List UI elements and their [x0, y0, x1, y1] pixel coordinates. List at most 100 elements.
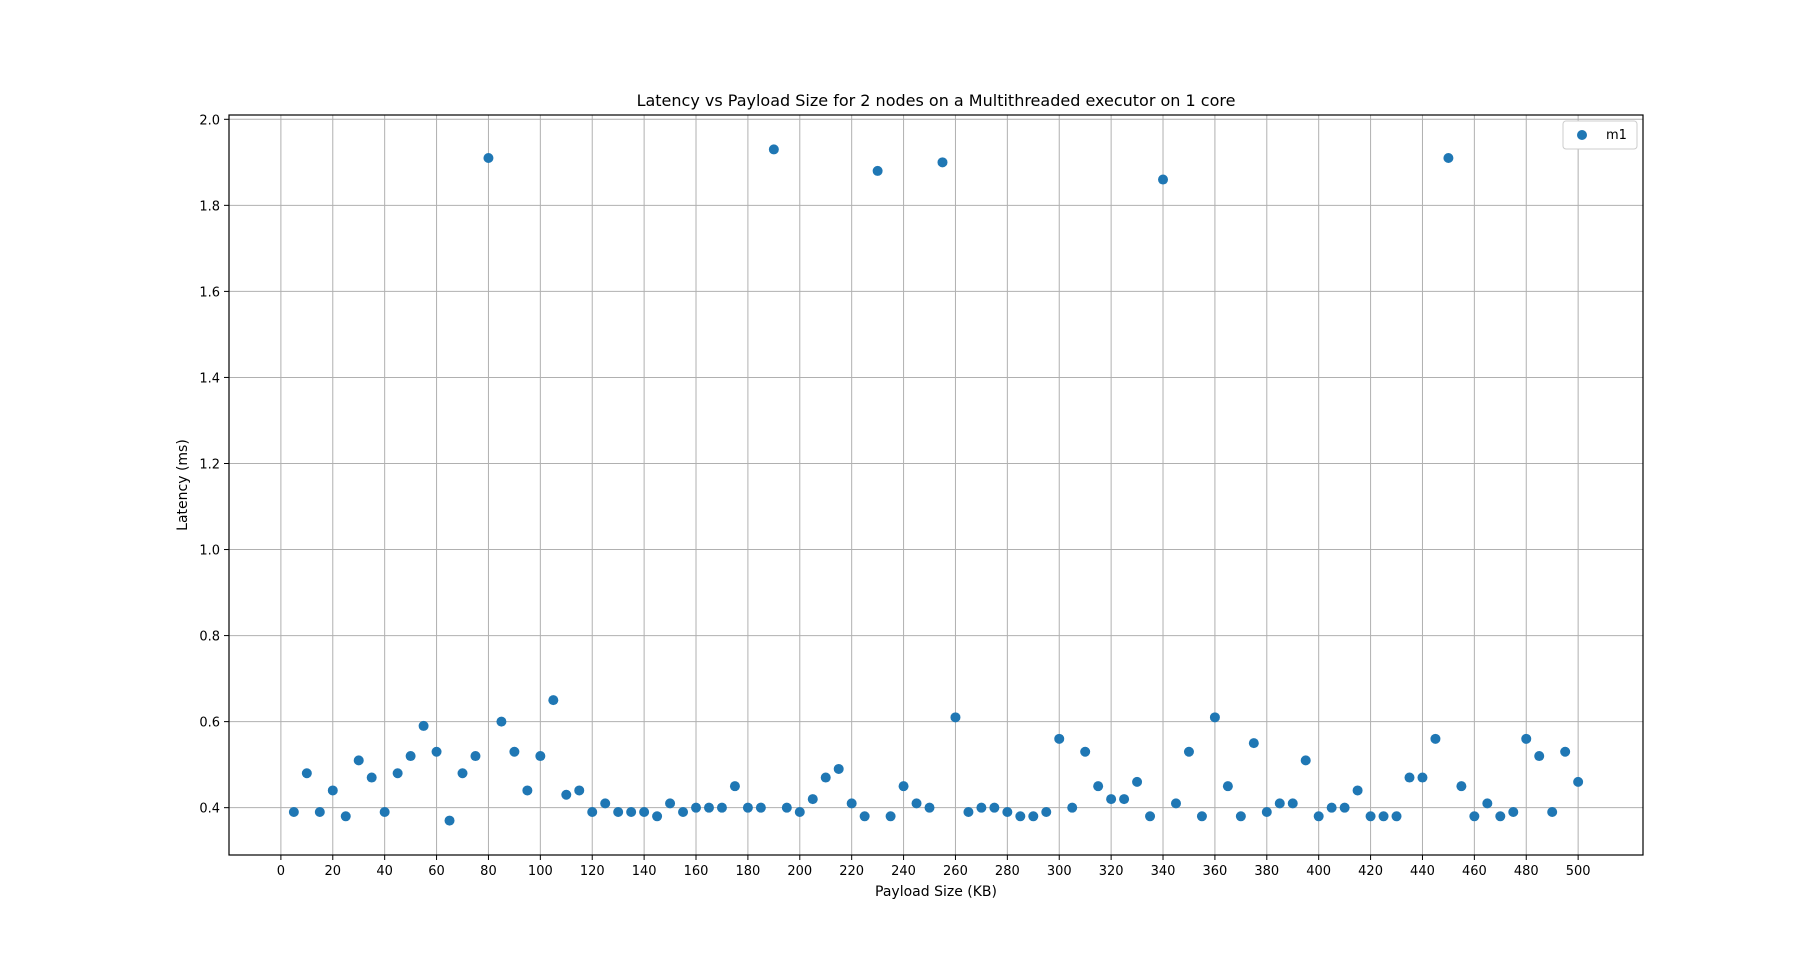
data-point [807, 794, 818, 805]
x-tick-label: 480 [1514, 864, 1539, 879]
data-point [833, 763, 844, 774]
data-point [314, 806, 325, 817]
x-tick-label: 20 [325, 864, 342, 879]
y-tick-label: 1.8 [199, 199, 220, 214]
data-point [626, 806, 637, 817]
data-point [1248, 738, 1259, 749]
data-point [1054, 733, 1065, 744]
plot-frame [228, 114, 1644, 856]
data-point [1443, 153, 1454, 164]
y-tick-label: 0.6 [199, 716, 220, 731]
data-point [1196, 811, 1207, 822]
data-point [1313, 811, 1324, 822]
data-point [1430, 733, 1441, 744]
data-point [729, 781, 740, 792]
data-point [1469, 811, 1480, 822]
y-axis-ticks: 0.4 0.6 0.8 1.0 1.2 1.4 1.6 1.8 2.0 [199, 113, 229, 817]
data-point [846, 798, 857, 809]
chart-title: Latency vs Payload Size for 2 nodes on a… [637, 91, 1236, 110]
data-point [327, 785, 338, 796]
data-point [1547, 806, 1558, 817]
data-point [379, 806, 390, 817]
x-axis-ticks: 0 20 40 60 80 100 120 140 160 180 200 220 240 260 280 3… [277, 855, 1591, 879]
data-point [989, 802, 1000, 813]
data-point [1145, 811, 1156, 822]
x-tick-label: 140 [632, 864, 657, 879]
data-point [1326, 802, 1337, 813]
data-point [392, 768, 403, 779]
data-point [1274, 798, 1285, 809]
data-point [1261, 806, 1272, 817]
data-point [444, 815, 455, 826]
x-tick-label: 500 [1566, 864, 1591, 879]
y-tick-label: 1.0 [199, 544, 220, 559]
data-point [1028, 811, 1039, 822]
x-tick-label: 360 [1202, 864, 1227, 879]
data-point [691, 802, 702, 813]
data-point [1170, 798, 1181, 809]
data-point [639, 806, 650, 817]
x-axis-label: Payload Size (KB) [875, 884, 997, 900]
y-axis-label: Latency (ms) [175, 439, 191, 531]
data-point [1534, 751, 1545, 762]
data-point [288, 806, 299, 817]
y-tick-label: 1.4 [199, 371, 220, 386]
data-point [496, 716, 507, 727]
data-point [1573, 776, 1584, 787]
data-point [768, 144, 779, 155]
data-point [781, 802, 792, 813]
data-point [483, 153, 494, 164]
data-point [548, 695, 559, 706]
data-point [1352, 785, 1363, 796]
data-point [820, 772, 831, 783]
x-tick-label: 220 [839, 864, 864, 879]
data-point [963, 806, 974, 817]
data-point [613, 806, 624, 817]
data-point [1300, 755, 1311, 766]
x-tick-label: 180 [735, 864, 760, 879]
data-point [1080, 746, 1091, 757]
y-tick-label: 0.8 [199, 630, 220, 645]
data-point [1067, 802, 1078, 813]
y-tick-label: 2.0 [199, 113, 220, 128]
data-point [470, 751, 481, 762]
x-tick-label: 300 [1047, 864, 1072, 879]
x-tick-label: 120 [580, 864, 605, 879]
x-tick-label: 460 [1462, 864, 1487, 879]
data-point [652, 811, 663, 822]
y-tick-label: 1.2 [199, 457, 220, 472]
x-tick-label: 420 [1358, 864, 1383, 879]
data-point [1495, 811, 1506, 822]
x-tick-label: 340 [1151, 864, 1176, 879]
x-tick-label: 280 [995, 864, 1020, 879]
data-point [1106, 794, 1117, 805]
x-tick-label: 320 [1099, 864, 1124, 879]
x-tick-label: 60 [428, 864, 445, 879]
data-point [885, 811, 896, 822]
x-tick-label: 200 [787, 864, 812, 879]
data-point [665, 798, 676, 809]
data-point [1508, 806, 1519, 817]
data-point [431, 746, 442, 757]
data-point [755, 802, 766, 813]
data-point [405, 751, 416, 762]
x-tick-label: 380 [1254, 864, 1279, 879]
x-tick-label: 80 [480, 864, 497, 879]
data-point [1119, 794, 1130, 805]
grid [229, 115, 1643, 855]
data-point [924, 802, 935, 813]
data-point [1365, 811, 1376, 822]
data-point [301, 768, 312, 779]
data-point [976, 802, 987, 813]
data-point [1209, 712, 1220, 723]
data-point [1482, 798, 1493, 809]
data-point [703, 802, 714, 813]
x-tick-label: 400 [1306, 864, 1331, 879]
data-point [716, 802, 727, 813]
legend: m1 [1562, 120, 1638, 150]
data-point [898, 781, 909, 792]
data-point [1222, 781, 1233, 792]
data-point [535, 751, 546, 762]
data-point [1339, 802, 1350, 813]
